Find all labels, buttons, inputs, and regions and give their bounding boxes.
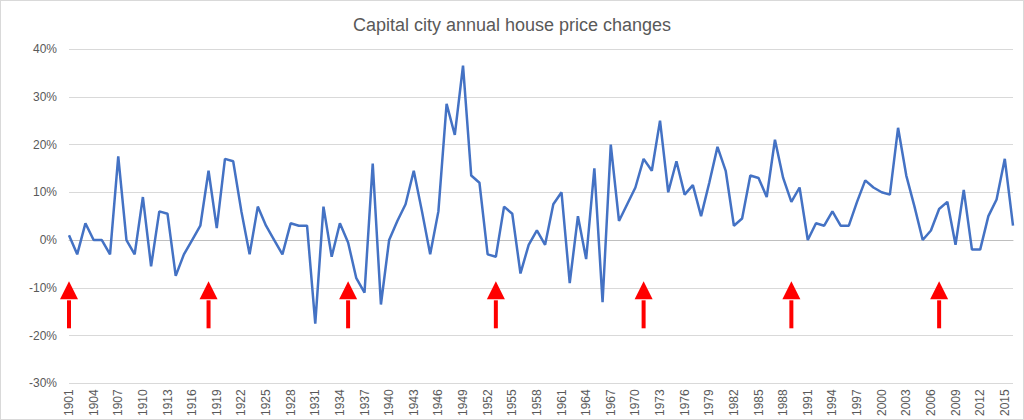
- svg-text:1976: 1976: [678, 389, 692, 416]
- svg-text:1910: 1910: [136, 389, 150, 416]
- svg-text:1973: 1973: [653, 389, 667, 416]
- svg-text:30%: 30%: [33, 90, 57, 104]
- svg-text:20%: 20%: [33, 138, 57, 152]
- svg-text:1931: 1931: [308, 389, 322, 416]
- svg-text:1985: 1985: [752, 389, 766, 416]
- svg-text:1907: 1907: [111, 389, 125, 416]
- svg-text:1982: 1982: [727, 389, 741, 416]
- svg-text:1925: 1925: [259, 389, 273, 416]
- svg-text:1970: 1970: [628, 389, 642, 416]
- svg-text:1916: 1916: [185, 389, 199, 416]
- svg-text:-20%: -20%: [29, 329, 57, 343]
- svg-text:1913: 1913: [161, 389, 175, 416]
- svg-text:1919: 1919: [210, 389, 224, 416]
- svg-text:1955: 1955: [505, 389, 519, 416]
- svg-text:-10%: -10%: [29, 281, 57, 295]
- svg-text:1961: 1961: [555, 389, 569, 416]
- svg-text:1964: 1964: [579, 389, 593, 416]
- svg-text:1940: 1940: [382, 389, 396, 416]
- svg-text:40%: 40%: [33, 42, 57, 56]
- svg-text:1928: 1928: [284, 389, 298, 416]
- svg-text:1934: 1934: [333, 389, 347, 416]
- svg-text:1994: 1994: [825, 389, 839, 416]
- svg-text:2012: 2012: [973, 389, 987, 416]
- svg-text:1991: 1991: [801, 389, 815, 416]
- svg-text:1901: 1901: [62, 389, 76, 416]
- svg-text:1952: 1952: [481, 389, 495, 416]
- svg-text:1949: 1949: [456, 389, 470, 416]
- svg-text:2006: 2006: [924, 389, 938, 416]
- svg-text:Capital city annual house pric: Capital city annual house price changes: [353, 15, 671, 35]
- svg-text:10%: 10%: [33, 185, 57, 199]
- svg-text:0%: 0%: [40, 233, 58, 247]
- svg-text:2003: 2003: [899, 389, 913, 416]
- svg-text:1988: 1988: [776, 389, 790, 416]
- svg-text:1967: 1967: [604, 389, 618, 416]
- svg-text:1904: 1904: [87, 389, 101, 416]
- svg-text:1943: 1943: [407, 389, 421, 416]
- svg-text:1922: 1922: [234, 389, 248, 416]
- svg-text:2009: 2009: [949, 389, 963, 416]
- svg-text:1937: 1937: [358, 389, 372, 416]
- svg-text:2015: 2015: [998, 389, 1012, 416]
- svg-text:1958: 1958: [530, 389, 544, 416]
- svg-text:-30%: -30%: [29, 376, 57, 390]
- svg-text:1997: 1997: [850, 389, 864, 416]
- svg-text:1946: 1946: [431, 389, 445, 416]
- svg-text:1979: 1979: [702, 389, 716, 416]
- svg-text:2000: 2000: [875, 389, 889, 416]
